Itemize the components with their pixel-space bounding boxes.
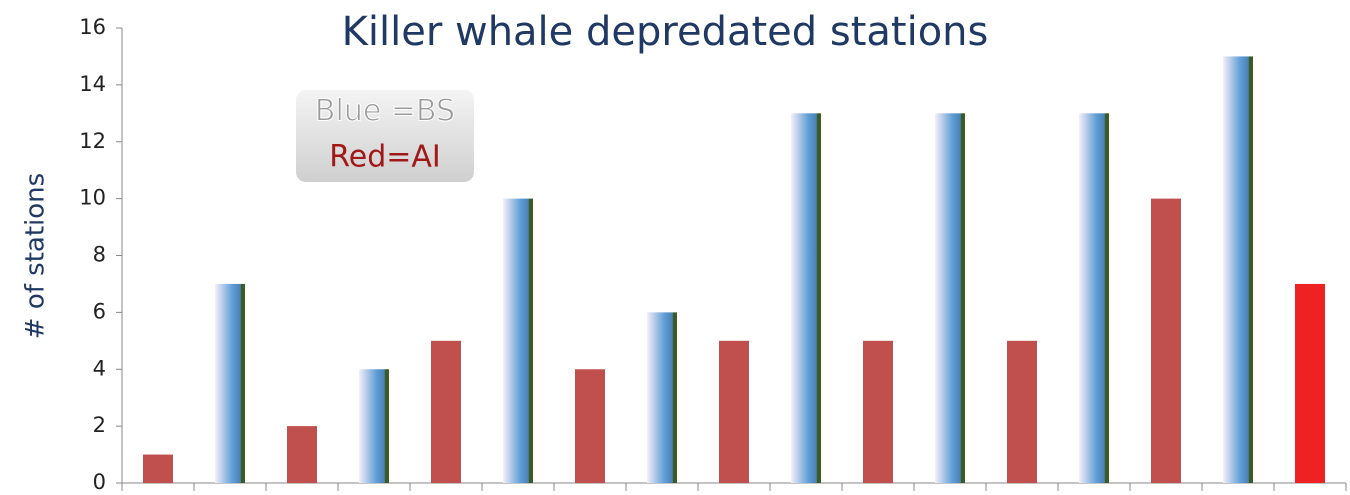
annotation-box [296,90,474,182]
bar [863,340,893,483]
bar [1007,340,1037,483]
bar [791,113,821,483]
bar [935,113,965,483]
bar [431,340,461,483]
y-tick-label: 8 [93,243,106,267]
y-tick-label: 16 [79,15,106,39]
bar [1079,113,1109,483]
annotation: Red=AI [329,140,441,175]
bar [1223,56,1253,483]
bar [1295,283,1325,483]
y-tick-label: 6 [93,299,106,323]
bar [1151,198,1181,483]
y-tick-label: 10 [79,186,106,210]
bar [287,426,317,483]
bar [575,369,605,483]
bar [503,198,533,483]
bar [719,340,749,483]
bar [359,369,389,483]
y-tick-label: 2 [93,413,106,437]
bar [143,454,173,483]
y-tick-label: 0 [93,470,106,494]
annotation: Blue =BS [315,94,455,129]
bar [647,312,677,483]
y-tick-label: 12 [79,129,106,153]
y-tick-label: 14 [79,72,106,96]
y-tick-label: 4 [93,356,106,380]
bar [215,283,245,483]
y-axis-label: # of stations [21,173,51,339]
chart-title: Killer whale depredated stations [342,9,989,55]
